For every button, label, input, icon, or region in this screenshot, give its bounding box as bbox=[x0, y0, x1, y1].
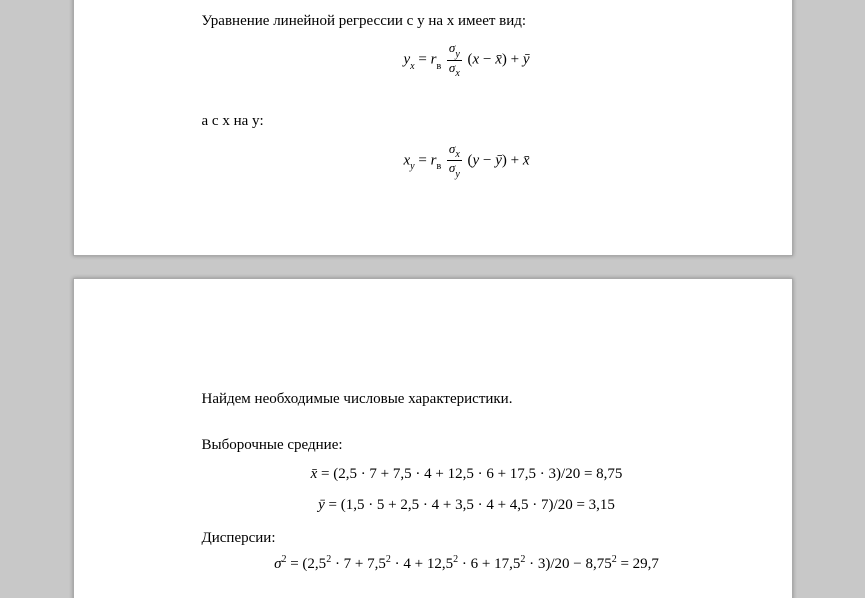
mid-line: а с x на y: bbox=[202, 111, 732, 131]
fraction: σy σx bbox=[447, 41, 462, 79]
seg: = (2,5 bbox=[286, 556, 326, 572]
r-sub: в bbox=[436, 161, 441, 172]
open-paren: ( bbox=[464, 52, 473, 68]
page-fragment-top: Уравнение линейной регрессии с y на x им… bbox=[73, 0, 793, 256]
num-sub: y bbox=[455, 49, 459, 60]
seg: · 6 + 17,5 bbox=[458, 556, 520, 572]
find-chars-line: Найдем необходимые числовые характеристи… bbox=[202, 389, 732, 409]
xbar: x̄ bbox=[495, 52, 502, 68]
text: а с bbox=[202, 113, 223, 129]
lhs-sub: y bbox=[410, 161, 414, 172]
var-x: x bbox=[222, 113, 230, 129]
text: Уравнение линейной регрессии с bbox=[202, 13, 418, 29]
var-y: y bbox=[417, 13, 425, 29]
colon: : bbox=[260, 113, 264, 129]
ybar-calc: = (1,5 · 5 + 2,5 · 4 + 3,5 · 4 + 4,5 · 7… bbox=[325, 497, 615, 513]
open-paren: ( bbox=[464, 152, 473, 168]
seg: · 4 + 12,5 bbox=[391, 556, 453, 572]
text: на bbox=[230, 113, 252, 129]
ybar: ȳ bbox=[495, 152, 502, 168]
equation-y-on-x: yx = rв σy σx (x − x̄) + ȳ bbox=[202, 41, 732, 79]
xbar-equation: x̄ = (2,5 · 7 + 7,5 · 4 + 12,5 · 6 + 17,… bbox=[202, 466, 732, 483]
sample-means-label: Выборочные средние: bbox=[202, 435, 732, 455]
equals: = bbox=[415, 152, 431, 168]
xbar: x̄ bbox=[523, 152, 530, 168]
plus: + bbox=[507, 152, 523, 168]
text: на bbox=[425, 13, 447, 29]
ybar: ȳ bbox=[523, 52, 530, 68]
minus: − bbox=[479, 52, 495, 68]
seg: · 3)/20 − 8,75 bbox=[525, 556, 611, 572]
sigma2-equation: σ2 = (2,52 · 7 + 7,52 · 4 + 12,52 · 6 + … bbox=[202, 554, 732, 573]
den-sub: y bbox=[455, 169, 459, 180]
page-fragment-bottom: Найдем необходимые числовые характеристи… bbox=[73, 278, 793, 598]
lhs-sub: x bbox=[410, 61, 414, 72]
ybar: ȳ bbox=[318, 497, 325, 513]
r-sub: в bbox=[436, 61, 441, 72]
den-sub: x bbox=[455, 68, 459, 79]
xbar-calc: = (2,5 · 7 + 7,5 · 4 + 12,5 · 6 + 17,5 ·… bbox=[317, 466, 622, 482]
ybar-equation: ȳ = (1,5 · 5 + 2,5 · 4 + 3,5 · 4 + 4,5 ·… bbox=[202, 497, 732, 514]
minus: − bbox=[479, 152, 495, 168]
plus: + bbox=[507, 52, 523, 68]
var-y: y bbox=[252, 113, 260, 129]
num-sub: x bbox=[455, 149, 459, 160]
seg: · 7 + 7,5 bbox=[331, 556, 386, 572]
text: имеет вид: bbox=[454, 13, 526, 29]
equation-x-on-y: xy = rв σx σy (y − ȳ) + x̄ bbox=[202, 142, 732, 180]
dispersions-label: Дисперсии: bbox=[202, 528, 732, 548]
intro-line: Уравнение линейной регрессии с y на x им… bbox=[202, 11, 732, 31]
equals: = bbox=[415, 52, 431, 68]
tail: = 29,7 bbox=[617, 556, 659, 572]
fraction: σx σy bbox=[447, 142, 462, 180]
